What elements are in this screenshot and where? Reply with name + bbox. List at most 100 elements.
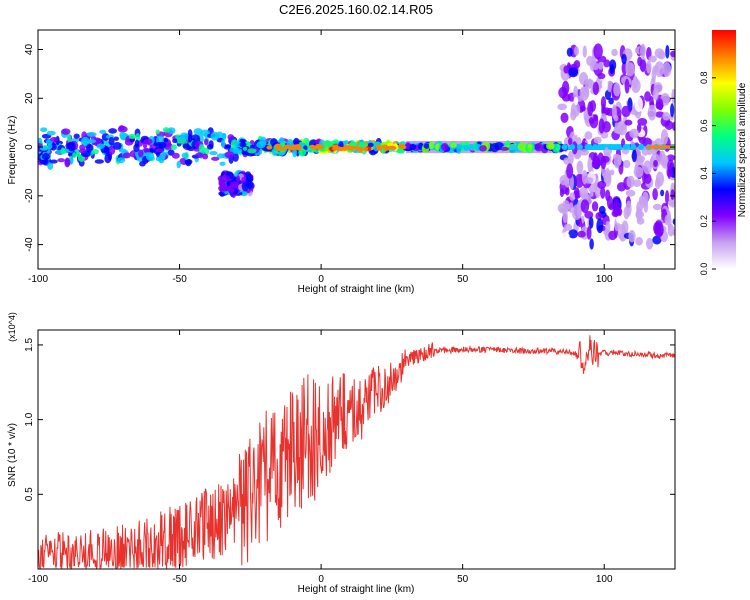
spectrogram-cell xyxy=(219,186,230,192)
spectrogram-cell xyxy=(256,141,266,149)
snr-frame xyxy=(37,329,676,570)
spectrogram-cell xyxy=(587,157,593,173)
spectrogram-cell xyxy=(646,60,652,74)
spectrogram-cell xyxy=(613,82,621,97)
spectrogram-cell xyxy=(40,127,48,133)
spectrogram-cell xyxy=(625,189,636,197)
spectrogram-cell xyxy=(597,180,607,189)
spectrogram-cell xyxy=(666,168,674,178)
spectrogram-cell xyxy=(568,137,573,146)
spectrogram-cell xyxy=(559,175,569,186)
spectrogram-cell xyxy=(647,104,657,121)
spectrogram-cell xyxy=(580,148,589,156)
spectrogram-cell xyxy=(580,105,586,112)
spectrogram-cell xyxy=(639,59,647,72)
spectrogram-cell xyxy=(603,168,611,185)
spectrogram-cell xyxy=(46,130,56,136)
spectrogram-cell xyxy=(292,147,297,158)
spectrogram-cell xyxy=(666,154,675,162)
spectrogram-cell xyxy=(628,229,636,243)
spectrogram-x-tick-label: -50 xyxy=(172,274,187,285)
spectrogram-cell xyxy=(601,77,608,92)
snr-x-tick-label: 50 xyxy=(457,574,469,585)
colorbar: 0.0 0.2 0.4 0.6 0.8 Normalized spectral ampl… xyxy=(699,30,748,275)
spectrogram-cell xyxy=(176,160,181,169)
snr-y-ticks: 0.5 1.0 1.5 xyxy=(24,338,675,501)
spectrogram-cell xyxy=(113,136,119,141)
spectrogram-cell xyxy=(569,192,576,201)
spectrogram-cell xyxy=(613,153,621,169)
spectrogram-cell xyxy=(621,53,627,65)
spectrogram-x-tick-label: 50 xyxy=(457,274,469,285)
snr-x-tick-label: 0 xyxy=(318,574,324,585)
spectrogram-cell xyxy=(561,200,571,213)
colorbar-tick-label: 0.0 xyxy=(699,263,709,276)
spectrogram-cell xyxy=(223,144,231,150)
spectrogram-x-label: Height of straight line (km) xyxy=(298,284,415,295)
spectrogram-cell xyxy=(155,141,163,150)
spectrogram-cell xyxy=(594,230,599,242)
spectrogram-cell xyxy=(73,133,80,139)
spectrogram-peak xyxy=(390,146,397,151)
spectrogram-y-tick-label: -40 xyxy=(24,237,35,252)
spectrogram-cell xyxy=(589,190,594,197)
spectrogram-cell xyxy=(659,150,666,164)
spectrogram-cell xyxy=(409,143,417,151)
colorbar-tick-label: 0.8 xyxy=(699,72,709,85)
spectrogram-cell xyxy=(608,230,617,241)
spectrogram-cell xyxy=(635,206,643,222)
spectrogram-panel: -100 -50 0 50 100 -40 -20 0 20 40 Height of stra… xyxy=(7,29,676,295)
spectrogram-peak xyxy=(607,144,614,151)
spectrogram-cell xyxy=(208,140,214,149)
spectrogram-cell xyxy=(591,201,599,212)
spectrogram-cell xyxy=(635,237,643,246)
spectrogram-cell xyxy=(187,133,193,143)
spectrogram-cell xyxy=(41,153,50,160)
spectrogram-cell xyxy=(580,199,590,213)
spectrogram-peak xyxy=(622,144,629,151)
spectrogram-cell xyxy=(233,148,243,154)
spectrogram-cell xyxy=(598,118,605,134)
spectrogram-cell xyxy=(557,103,568,111)
spectrogram-cell xyxy=(247,148,257,154)
spectrogram-cell xyxy=(61,128,71,135)
spectrogram-cell xyxy=(612,206,623,217)
spectrogram-cell xyxy=(600,96,607,110)
spectrogram-x-tick-label: -100 xyxy=(28,274,48,285)
spectrogram-peak xyxy=(375,144,382,149)
spectrogram-cell xyxy=(145,152,155,161)
spectrogram-cell xyxy=(596,218,604,234)
spectrogram-cell xyxy=(566,47,573,57)
spectrogram-cell xyxy=(611,48,618,57)
spectrogram-cell xyxy=(654,48,665,59)
spectrogram-cell xyxy=(613,114,619,122)
spectrogram-cell xyxy=(39,145,48,151)
spectrogram-peak xyxy=(341,146,348,151)
snr-y-tick-label: 0.5 xyxy=(24,487,35,501)
spectrogram-cell xyxy=(563,157,571,165)
spectrogram-cell xyxy=(47,161,54,170)
spectrogram-cell xyxy=(609,59,617,72)
spectrogram-cell xyxy=(202,153,209,160)
spectrogram-cell xyxy=(163,137,169,143)
spectrogram-cell xyxy=(582,45,587,58)
spectrogram-cell xyxy=(623,159,631,169)
snr-y-label: SNR (10 * v/v) xyxy=(7,423,18,487)
spectrogram-cell xyxy=(219,191,225,197)
spectrogram-cell xyxy=(86,131,97,137)
spectrogram-cell xyxy=(66,133,72,142)
spectrogram-cell xyxy=(667,223,675,237)
spectrogram-cell xyxy=(128,133,136,140)
spectrogram-cell xyxy=(65,158,71,167)
spectrogram-cell xyxy=(631,149,637,163)
spectrogram-cell xyxy=(652,235,662,245)
spectrogram-cell xyxy=(116,157,126,164)
spectrogram-cell xyxy=(568,67,579,78)
spectrogram-cell xyxy=(155,129,160,135)
spectrogram-cell xyxy=(479,145,487,152)
spectrogram-cell xyxy=(108,137,115,146)
spectrogram-cell xyxy=(670,50,675,58)
spectrogram-cell xyxy=(595,212,603,221)
spectrogram-cell xyxy=(219,161,226,166)
spectrogram-cell xyxy=(135,133,141,142)
